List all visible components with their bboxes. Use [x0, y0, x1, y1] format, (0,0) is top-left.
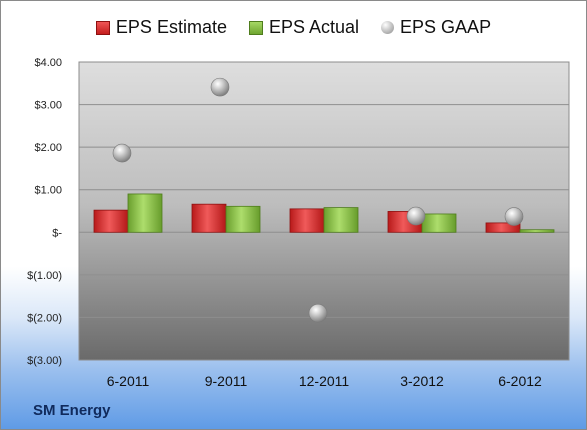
company-name: SM Energy: [33, 402, 111, 419]
bar-eps-actual: [127, 193, 163, 233]
x-tick-label: 6-2012: [498, 373, 542, 389]
legend: EPS Estimate EPS Actual EPS GAAP: [1, 17, 586, 38]
x-tick-label: 9-2011: [205, 373, 248, 389]
legend-swatch-gaap: [381, 21, 395, 34]
legend-swatch-actual: [248, 20, 263, 35]
legend-item-estimate: EPS Estimate: [95, 17, 227, 38]
y-tick-label: $-: [52, 227, 62, 239]
legend-swatch-estimate: [95, 20, 110, 35]
y-tick-label: $3.00: [34, 100, 62, 112]
bar-eps-actual: [323, 207, 359, 233]
legend-label-gaap: EPS GAAP: [400, 17, 492, 37]
point-eps-gaap: [112, 143, 132, 163]
x-tick-label: 3-2012: [400, 373, 444, 389]
bar-eps-estimate: [289, 208, 325, 233]
y-tick-label: $(1.00): [27, 270, 62, 282]
bar-eps-actual: [519, 229, 555, 233]
x-axis-tick-labels: 6-2011 9-2011 12-2011 3-2012 6-2012: [107, 373, 542, 389]
y-tick-label: $(2.00): [27, 312, 62, 324]
point-eps-gaap: [504, 207, 524, 226]
x-tick-label: 12-2011: [299, 373, 350, 389]
y-tick-label: $(3.00): [27, 355, 62, 367]
point-eps-gaap: [308, 303, 328, 323]
y-tick-label: $1.00: [34, 185, 62, 197]
y-axis-tick-labels: $4.00 $3.00 $2.00 $1.00 $- $(1.00) $(2.00) $(3.…: [27, 57, 62, 367]
gaap-points: [112, 77, 524, 323]
legend-label-actual: EPS Actual: [268, 17, 360, 37]
point-eps-gaap: [406, 206, 426, 226]
y-tick-label: $4.00: [34, 57, 62, 69]
legend-label-estimate: EPS Estimate: [115, 17, 227, 37]
bar-eps-estimate: [191, 203, 227, 233]
legend-item-actual: EPS Actual: [248, 17, 360, 38]
bar-eps-actual: [225, 205, 261, 233]
bar-eps-estimate: [485, 222, 521, 233]
x-tick-label: 6-2011: [107, 373, 150, 389]
y-tick-label: $2.00: [34, 142, 62, 154]
point-eps-gaap: [210, 77, 230, 97]
bar-eps-estimate: [93, 209, 129, 233]
bar-eps-actual: [421, 213, 457, 233]
legend-item-gaap: EPS GAAP: [381, 17, 491, 38]
